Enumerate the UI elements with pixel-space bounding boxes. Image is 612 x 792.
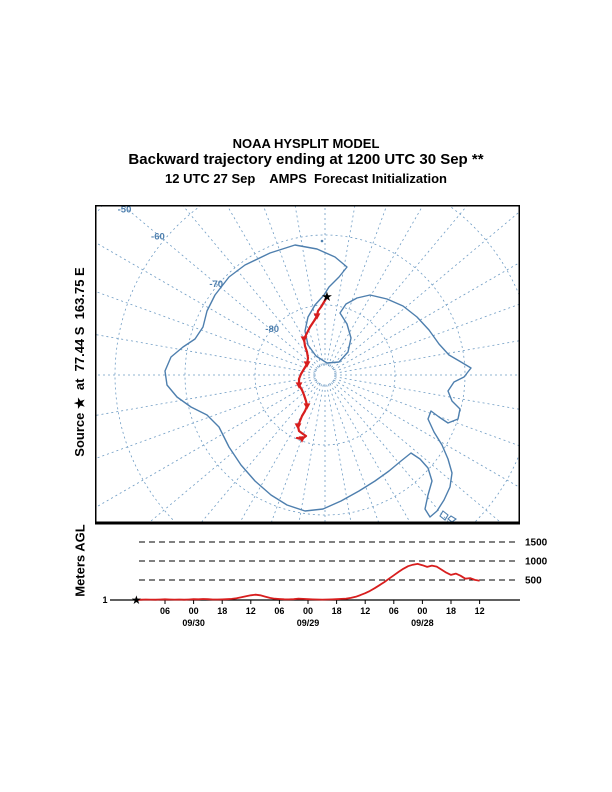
time-tick-label: 00: [189, 606, 199, 616]
time-tick-label: 06: [274, 606, 284, 616]
time-tick-label: 18: [217, 606, 227, 616]
date-label: 09/30: [182, 618, 205, 628]
trajectory-marker-triangle: [303, 403, 311, 410]
time-tick-label: 12: [360, 606, 370, 616]
time-tick-label: 00: [303, 606, 313, 616]
source-location-label: Source ★ at 77.44 S 163.75 E: [72, 267, 87, 457]
time-tick-label: 06: [160, 606, 170, 616]
source-star-icon: ★: [131, 593, 142, 607]
height-gridline-label: 1500: [525, 538, 548, 549]
meters-agl-axis-label: Meters AGL: [72, 524, 88, 597]
time-tick-label: 18: [332, 606, 342, 616]
trajectory-marker-triangle: [303, 361, 311, 368]
time-tick-label: 00: [417, 606, 427, 616]
trajectory-marker-triangle: [294, 423, 302, 430]
latitude-label: -50: [118, 205, 132, 216]
time-tick-label: 12: [475, 606, 485, 616]
source-star-icon: ★: [321, 289, 333, 304]
height-profile-chart: 1500 1000 500 06 00 18 12 06 00 18 12 06 00 18 12 09/30…: [95, 523, 548, 628]
height-curve: [136, 563, 480, 601]
title-trajectory: Backward trajectory ending at 1200 UTC 3…: [128, 151, 484, 168]
latitude-label: -80: [265, 324, 279, 335]
trajectory-map: -50 -60 -70 -80 ★: [95, 205, 520, 523]
trajectory-marker-triangle: [313, 313, 321, 320]
latitude-label: -60: [151, 232, 165, 243]
trajectory-id-label: 1: [102, 595, 107, 605]
trajectory-marker-triangle: [298, 436, 306, 443]
antarctica-coastline: [164, 239, 472, 522]
date-label: 09/29: [297, 618, 320, 628]
date-label: 09/28: [411, 618, 434, 628]
height-gridline-label: 1000: [525, 557, 548, 568]
trajectory-path: [294, 295, 329, 443]
time-tick-label: 06: [389, 606, 399, 616]
time-tick-label: 12: [246, 606, 256, 616]
title-model: NOAA HYSPLIT MODEL: [232, 136, 380, 151]
height-gridline-label: 500: [525, 576, 542, 587]
map-frame: [95, 205, 520, 523]
time-tick-label: 18: [446, 606, 456, 616]
title-init: 12 UTC 27 Sep AMPS Forecast Initializati…: [165, 171, 447, 186]
trajectory-marker-triangle: [295, 382, 303, 389]
latitude-label: -70: [209, 279, 223, 290]
trajectory-marker-triangle: [300, 336, 308, 343]
